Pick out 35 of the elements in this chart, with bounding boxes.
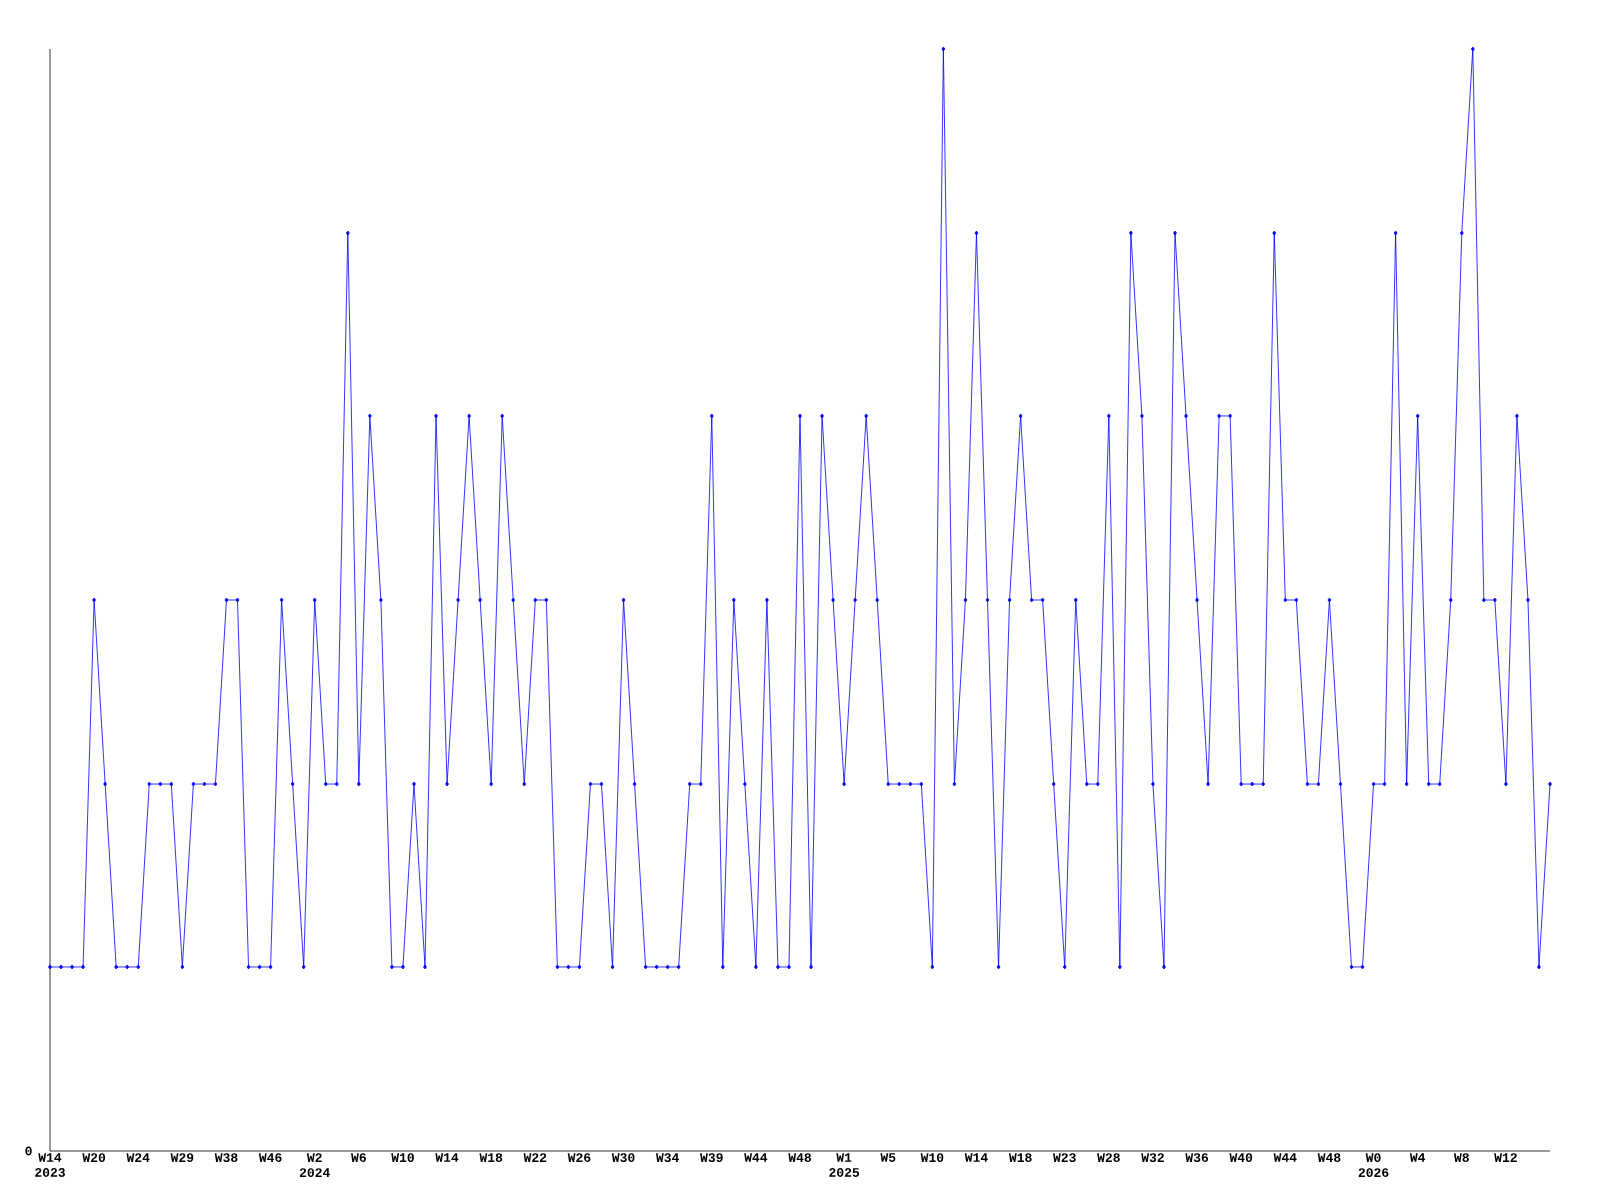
x-tick-label: W38 [214, 1153, 238, 1163]
x-tick-label: W10 [391, 1153, 414, 1163]
x-tick-label: W34 [655, 1153, 679, 1163]
x-tick-label: W5 [880, 1153, 896, 1162]
x-tick-label: W14 [435, 1153, 459, 1162]
x-tick-label: W18 [479, 1153, 503, 1163]
x-tick-label: W26 [567, 1153, 591, 1163]
x-tick-label: W32 [1141, 1153, 1164, 1163]
x-tick-label: W18 [1008, 1153, 1032, 1163]
x-tick-label: W2 2024 [299, 1153, 330, 1178]
x-tick-label: W6 [351, 1153, 366, 1163]
x-tick-label: W30 [611, 1153, 635, 1163]
x-tick-label: W44 [1273, 1153, 1297, 1162]
x-tick-label: W22 [523, 1153, 547, 1162]
x-tick-label: W28 [1097, 1153, 1120, 1163]
x-tick-label: W39 [700, 1153, 723, 1163]
x-tick-label: W10 [920, 1153, 944, 1163]
x-tick-label: W24 [126, 1153, 150, 1162]
text: 0 [25, 1146, 32, 1156]
x-tick-label: W1 2025 [829, 1153, 860, 1177]
x-tick-label: W0 2026 [1358, 1153, 1389, 1178]
x-tick-label: W23 [1053, 1153, 1076, 1163]
x-tick-label: W4 [1409, 1153, 1426, 1162]
x-tick-label: W12 [1494, 1153, 1517, 1162]
x-tick-label: W48 [788, 1153, 812, 1163]
x-tick-label: W29 [170, 1153, 194, 1163]
x-tick-label: W36 [1185, 1153, 1209, 1163]
x-tick-label: W44 [744, 1153, 768, 1162]
x-tick-label: W14 [964, 1153, 988, 1162]
x-tick-label: W46 [258, 1153, 282, 1163]
x-tick-label: W48 [1317, 1153, 1341, 1163]
x-tick-label: W8 [1453, 1153, 1469, 1163]
x-tick-label: W20 [82, 1153, 106, 1163]
x-tick-label: W14 2023 [35, 1153, 65, 1177]
x-tick-label: W40 [1229, 1153, 1253, 1163]
